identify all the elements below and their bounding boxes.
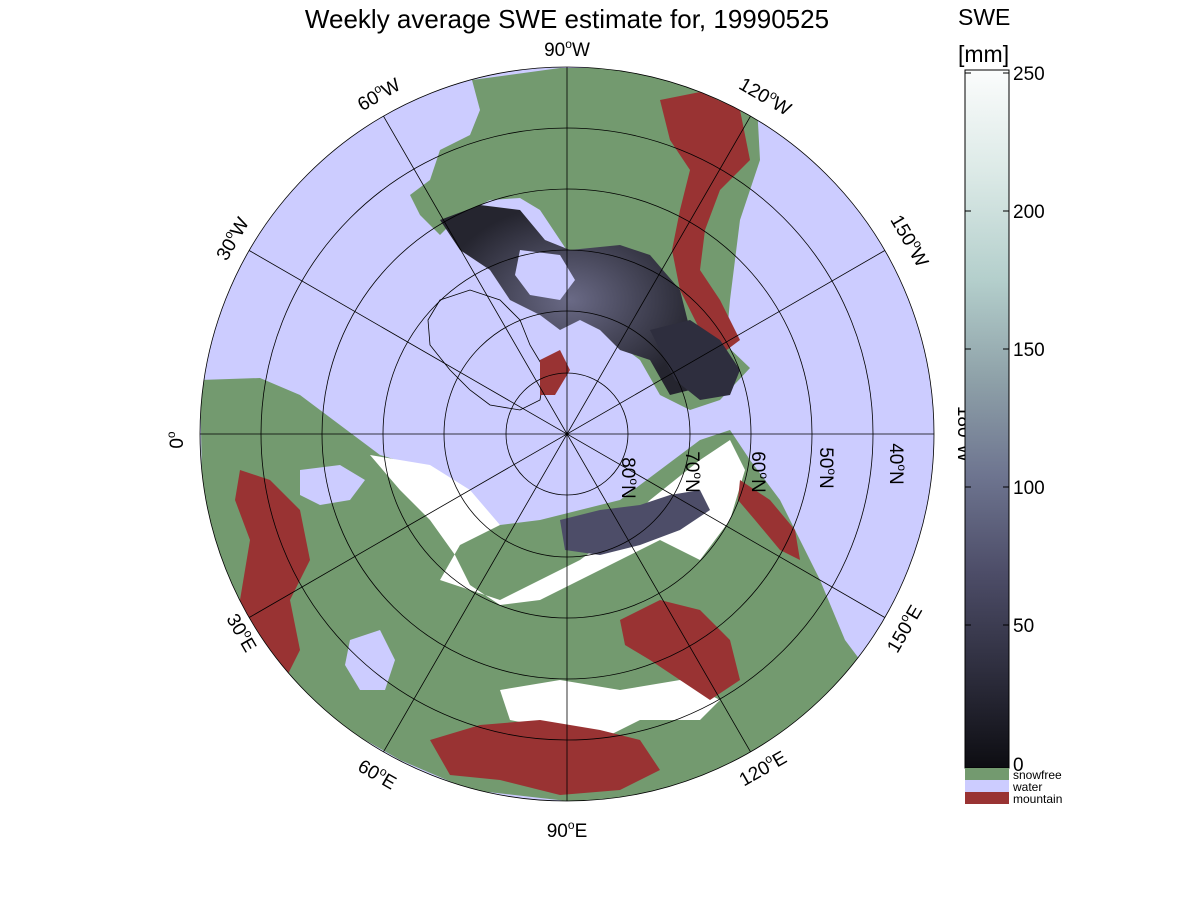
legend-label-mountain: mountain bbox=[1013, 792, 1062, 806]
colorbar-label-swe: SWE bbox=[958, 4, 1010, 30]
lon-label-60e: 60oE bbox=[354, 753, 401, 794]
greenland-outline bbox=[427, 289, 546, 411]
colorbar-tick-label-150: 150 bbox=[1013, 340, 1045, 361]
colorbar-tick-label-50: 50 bbox=[1013, 616, 1034, 637]
legend-swatch-water bbox=[965, 780, 1009, 792]
graticule bbox=[199, 66, 935, 802]
colorbar-tick-label-100: 100 bbox=[1013, 478, 1045, 499]
rockies-mountain bbox=[660, 92, 750, 355]
legend-label-water: water bbox=[1012, 780, 1042, 794]
legend-swatch-snowfree bbox=[965, 768, 1009, 780]
hudson-bay-water bbox=[515, 250, 575, 300]
siberia-deep-snow bbox=[560, 490, 710, 555]
figure-title: Weekly average SWE estimate for, 1999052… bbox=[305, 4, 829, 34]
colorbar-label-units: [mm] bbox=[958, 41, 1009, 67]
latitude-labels: 80oN 70oN 60oN 50oN 40oN bbox=[617, 443, 909, 499]
caspian-water bbox=[345, 630, 395, 690]
lon-label-90w: 90oW bbox=[544, 37, 590, 61]
kamchatka-mountain bbox=[738, 480, 800, 560]
baltic-water bbox=[300, 465, 365, 505]
himalaya-mountain bbox=[430, 720, 660, 795]
colorbar-tick-labels: 250 200 150 100 50 0 bbox=[1013, 64, 1045, 776]
colorbar-ticks bbox=[965, 72, 1009, 626]
category-legend: snowfree water mountain bbox=[965, 768, 1062, 806]
lat-label-40n: 40oN bbox=[885, 443, 909, 485]
lon-label-90e: 90oE bbox=[547, 818, 588, 842]
lon-label-0: 0o bbox=[164, 431, 188, 449]
legend-label-snowfree: snowfree bbox=[1013, 768, 1062, 782]
lon-label-150w: 150oW bbox=[886, 210, 935, 271]
greenland-mountain-edge bbox=[540, 350, 570, 395]
colorbar-tick-label-0: 0 bbox=[1013, 755, 1024, 776]
lat-label-70n: 70oN bbox=[681, 451, 705, 493]
colorbar-gradient bbox=[964, 69, 1010, 769]
colorbar: SWE [mm] 250 200 150 100 50 0 bbox=[958, 4, 1045, 776]
lat-label-80n: 80oN bbox=[617, 457, 641, 499]
meridian-120e-60w bbox=[383, 115, 751, 753]
longitude-labels: 90oW 90oE 120oW 150oW 180oW 150oE 120oE … bbox=[164, 37, 977, 842]
east-asia-mountain bbox=[620, 600, 740, 700]
colorbar-tick-label-250: 250 bbox=[1013, 64, 1045, 85]
canada-deep-snow bbox=[440, 205, 700, 395]
lat-label-60n: 60oN bbox=[747, 451, 771, 493]
polar-map: 90oW 90oE 120oW 150oW 180oW 150oE 120oE … bbox=[164, 37, 977, 842]
legend-swatch-mountain bbox=[965, 792, 1009, 804]
lat-label-50n: 50oN bbox=[815, 447, 839, 489]
colorbar-tick-label-200: 200 bbox=[1013, 202, 1045, 223]
